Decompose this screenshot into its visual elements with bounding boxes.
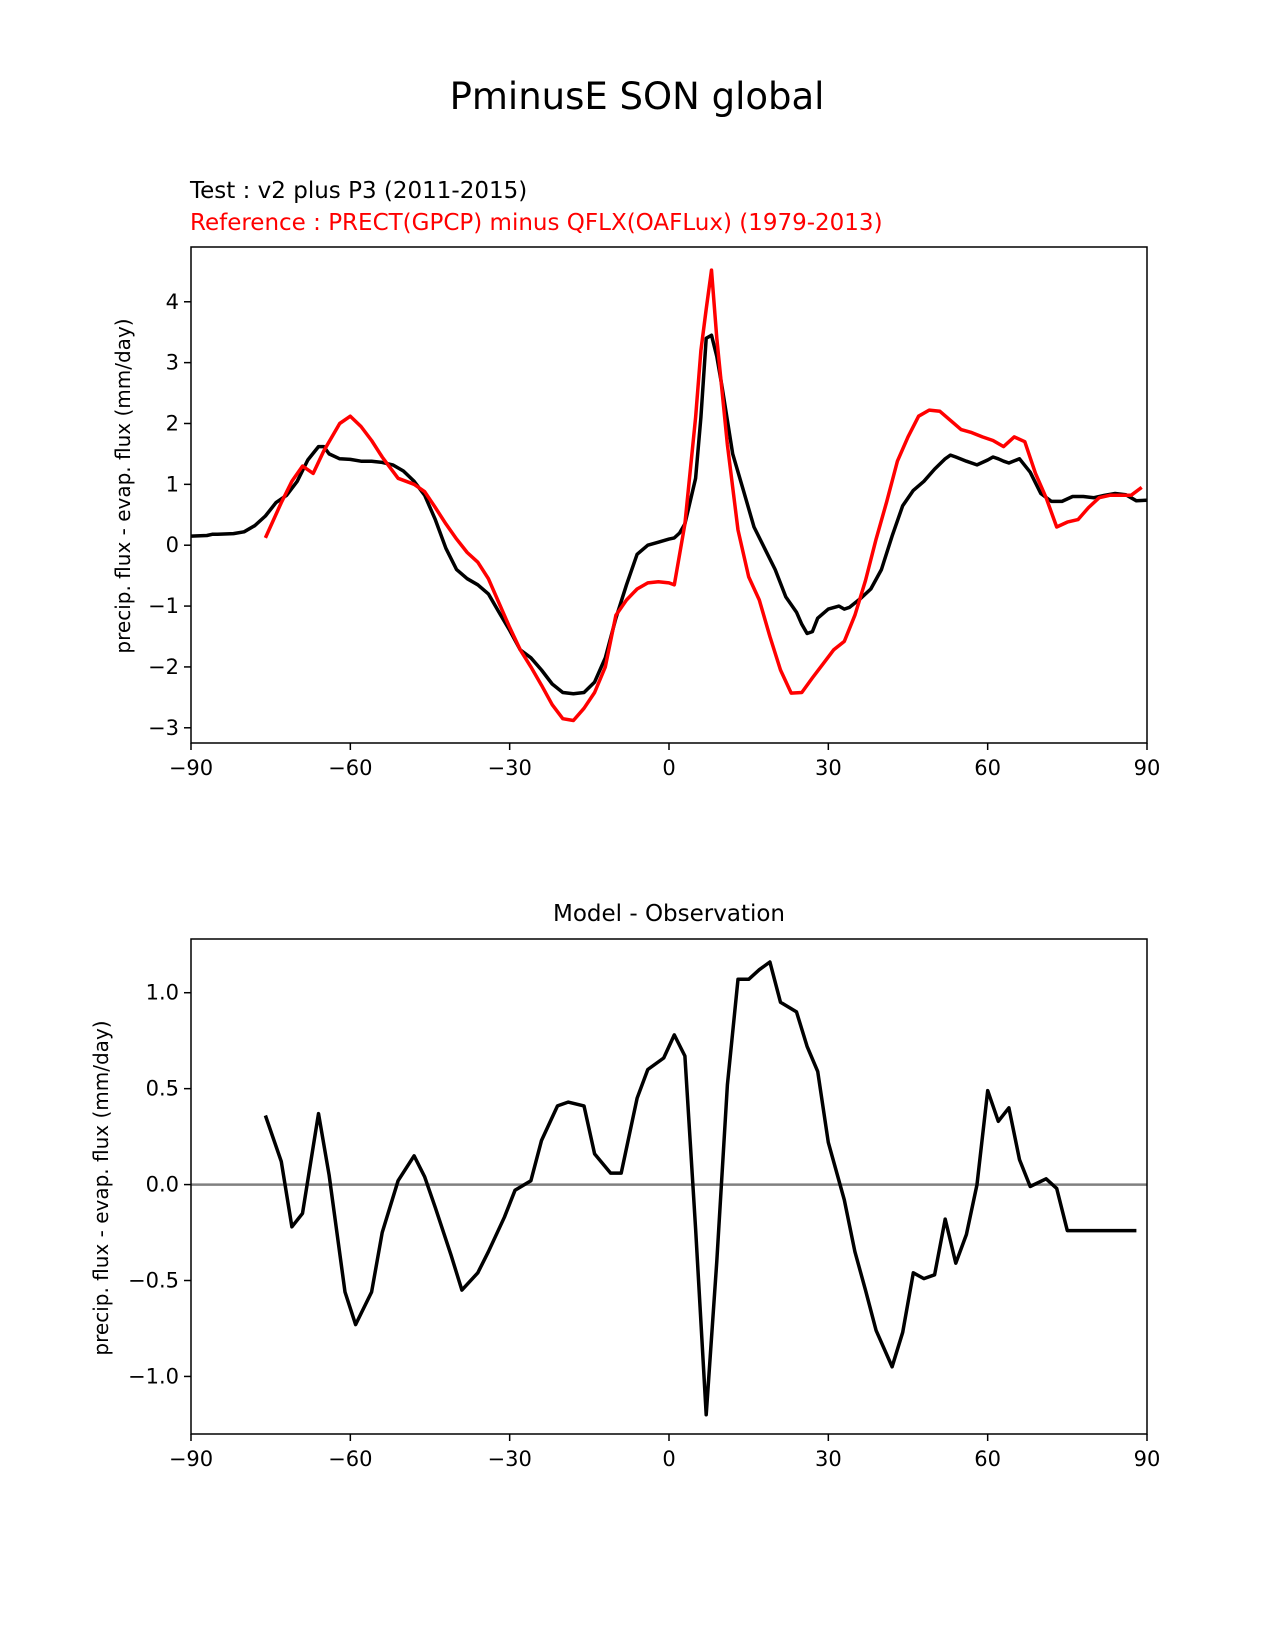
bottom-y-tick-label: 1.0 [146, 981, 179, 1005]
bottom-x-tick-label: 0 [662, 1447, 675, 1471]
bottom-x-tick-label: 60 [974, 1447, 1001, 1471]
top-panel-reference-title: Reference : PRECT(GPCP) minus QFLX(OAFLu… [190, 210, 883, 236]
top-x-tick-label: 90 [1134, 756, 1161, 780]
top-plot-area: −90 −60 −30 0 30 60 90 −3 −2 −1 0 1 2 3 4 [148, 246, 1161, 780]
bottom-x-tick-label: −30 [488, 1447, 532, 1471]
bottom-x-tick-label: −90 [169, 1447, 213, 1471]
bottom-x-tick-label: 90 [1134, 1447, 1161, 1471]
top-panel-line-plot: Test : v2 plus P3 (2011-2015) Reference … [111, 178, 1160, 780]
top-y-tick-label: 4 [166, 290, 179, 314]
top-y-tick-label: −3 [148, 716, 179, 740]
top-x-tick-label: 30 [815, 756, 842, 780]
top-y-tick-label: −2 [148, 655, 179, 679]
bottom-panel-line-plot: Model - Observation precip. flux - evap.… [89, 901, 1160, 1471]
top-y-tick-label: −1 [148, 594, 179, 618]
bottom-x-tick-label: −60 [328, 1447, 372, 1471]
figure-suptitle: PminusE SON global [450, 75, 825, 118]
top-x-tick-label: −90 [169, 756, 213, 780]
top-series-1-line [263, 268, 1143, 723]
top-series-0-line [190, 333, 1148, 696]
top-x-tick-label: −30 [488, 756, 532, 780]
top-y-tick-label: 2 [166, 411, 179, 435]
top-y-tick-label: 1 [166, 472, 179, 496]
bottom-y-tick-label: −0.5 [128, 1269, 179, 1293]
top-x-tick-label: 60 [974, 756, 1001, 780]
top-y-tick-label: 0 [166, 533, 179, 557]
top-panel-y-axis-label: precip. flux - evap. flux (mm/day) [111, 318, 135, 653]
bottom-panel-y-axis-label: precip. flux - evap. flux (mm/day) [89, 1020, 113, 1355]
bottom-plot-area: −90 −60 −30 0 30 60 90 −1.0 −0.5 0.0 0.5 1.0 [128, 938, 1161, 1471]
bottom-y-tick-label: 0.0 [146, 1173, 179, 1197]
top-panel-test-title: Test : v2 plus P3 (2011-2015) [189, 178, 527, 204]
top-x-tick-label: −60 [328, 756, 372, 780]
top-y-tick-label: 3 [166, 351, 179, 375]
bottom-y-tick-label: 0.5 [146, 1077, 179, 1101]
bottom-series-0-line [263, 960, 1137, 1417]
bottom-panel-title: Model - Observation [553, 901, 785, 927]
bottom-y-tick-label: −1.0 [128, 1364, 179, 1388]
bottom-x-tick-label: 30 [815, 1447, 842, 1471]
top-x-tick-label: 0 [662, 756, 675, 780]
